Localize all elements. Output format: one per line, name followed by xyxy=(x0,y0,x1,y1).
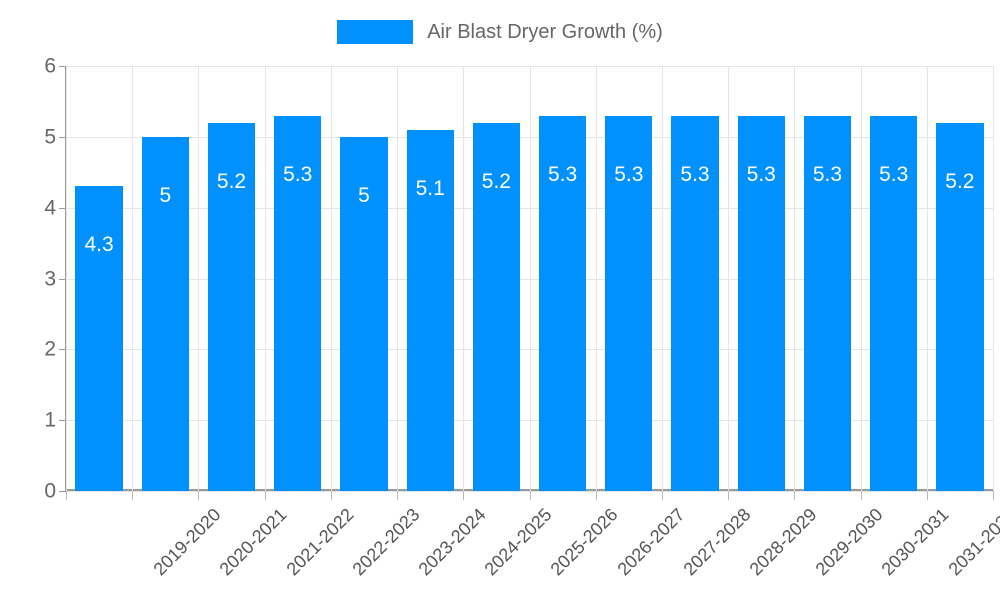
bar[interactable] xyxy=(207,122,256,491)
bar[interactable] xyxy=(406,129,454,491)
y-axis-tick-label: 2 xyxy=(44,337,56,361)
bar[interactable] xyxy=(605,115,653,491)
legend-item-label: Air Blast Dryer Growth (%) xyxy=(427,21,663,43)
y-tick-mark xyxy=(59,491,66,492)
x-gridline xyxy=(595,66,597,491)
x-tick-mark xyxy=(595,491,597,500)
legend-item-air-blast-dryer-growth[interactable]: Air Blast Dryer Growth (%) xyxy=(337,20,663,44)
plot-inner: 0 1 2 3 4 5 6 4.3 2019-2020 5 2020-2021 5.2 2021-202… xyxy=(44,56,1000,580)
x-axis-category-label: 2022-2023 xyxy=(348,504,424,580)
x-tick-mark xyxy=(794,491,796,500)
legend-color-swatch-icon xyxy=(337,20,414,44)
bar[interactable] xyxy=(340,136,388,491)
y-tick-mark xyxy=(59,207,66,209)
x-tick-mark xyxy=(529,491,531,500)
bar-value-label: 5.3 xyxy=(812,162,843,186)
x-gridline xyxy=(794,66,796,491)
x-axis-category-label: 2031-2032 xyxy=(944,504,1000,580)
bar-value-label: 5 xyxy=(159,183,172,207)
x-tick-mark xyxy=(132,491,134,500)
x-gridline xyxy=(661,66,663,491)
bar-value-label: 5.2 xyxy=(945,169,975,193)
bar[interactable] xyxy=(538,115,587,491)
bar-value-label: 5.3 xyxy=(614,162,644,186)
x-gridline xyxy=(330,66,332,491)
x-axis-category-label: 2021-2022 xyxy=(282,504,358,580)
bar-value-label: 5.3 xyxy=(680,162,710,186)
bar-value-label: 5.3 xyxy=(879,162,909,186)
x-tick-mark xyxy=(66,491,67,500)
x-axis-category-label: 2026-2027 xyxy=(613,504,689,580)
bar-value-label: 5.2 xyxy=(481,169,511,193)
plot-area: 0 1 2 3 4 5 6 4.3 2019-2020 5 2020-2021 5.2 2021-202… xyxy=(44,56,1000,580)
bar[interactable] xyxy=(472,122,521,491)
x-axis-category-label: 2027-2028 xyxy=(679,504,755,580)
y-axis-tick-label: 1 xyxy=(44,408,56,432)
x-axis-category-label: 2019-2020 xyxy=(149,504,225,580)
bar[interactable] xyxy=(803,115,852,491)
chart-legend: Air Blast Dryer Growth (%) xyxy=(0,12,1000,52)
y-axis-tick-label: 0 xyxy=(44,479,56,503)
y-tick-mark xyxy=(59,136,66,138)
bar[interactable] xyxy=(141,136,189,491)
x-gridline xyxy=(66,66,67,491)
x-tick-mark xyxy=(993,491,994,500)
bar-value-label: 5.2 xyxy=(216,169,247,193)
y-tick-mark xyxy=(59,420,66,422)
x-tick-mark xyxy=(397,491,399,500)
x-axis-category-label: 2025-2026 xyxy=(546,504,622,580)
y-tick-mark xyxy=(59,349,66,351)
bar-value-label: 5.1 xyxy=(415,176,445,200)
x-tick-mark xyxy=(661,491,663,500)
bar[interactable] xyxy=(936,122,984,491)
x-gridline xyxy=(132,66,134,491)
bar[interactable] xyxy=(737,115,785,491)
x-axis-category-label: 2030-2031 xyxy=(877,504,953,580)
x-gridline xyxy=(529,66,531,491)
bar[interactable] xyxy=(274,115,322,491)
x-gridline xyxy=(926,66,928,491)
bar-value-label: 5 xyxy=(358,183,370,207)
bar[interactable] xyxy=(870,115,918,491)
bar-value-label: 5.3 xyxy=(746,162,776,186)
x-gridline xyxy=(397,66,399,491)
bar[interactable] xyxy=(671,115,719,491)
x-axis-category-label: 2029-2030 xyxy=(811,504,887,580)
y-axis-tick-label: 5 xyxy=(44,125,56,149)
x-tick-mark xyxy=(463,491,465,500)
bar-value-label: 5.3 xyxy=(547,162,578,186)
bar-value-label: 4.3 xyxy=(84,233,114,257)
x-tick-mark xyxy=(330,491,332,500)
x-gridline xyxy=(264,66,266,491)
y-axis-tick-label: 6 xyxy=(44,54,56,78)
y-tick-mark xyxy=(59,278,66,280)
x-gridline xyxy=(728,66,730,491)
x-axis-category-label: 2028-2029 xyxy=(745,504,821,580)
x-tick-mark xyxy=(264,491,266,500)
x-tick-mark xyxy=(926,491,928,500)
x-tick-mark xyxy=(198,491,200,500)
x-gridline xyxy=(198,66,200,491)
x-tick-mark xyxy=(860,491,862,500)
x-gridline xyxy=(463,66,465,491)
x-axis-category-label: 2024-2025 xyxy=(480,504,556,580)
x-gridline xyxy=(860,66,862,491)
bar[interactable] xyxy=(75,186,123,491)
y-tick-mark xyxy=(59,66,66,67)
bar-value-label: 5.3 xyxy=(283,162,313,186)
x-gridline xyxy=(993,66,994,491)
x-axis-category-label: 2023-2024 xyxy=(414,504,490,580)
x-axis-line xyxy=(65,489,993,491)
x-tick-mark xyxy=(728,491,730,500)
x-axis-category-label: 2020-2021 xyxy=(215,504,291,580)
y-axis-tick-label: 3 xyxy=(44,267,56,290)
y-axis-tick-label: 4 xyxy=(44,196,56,220)
